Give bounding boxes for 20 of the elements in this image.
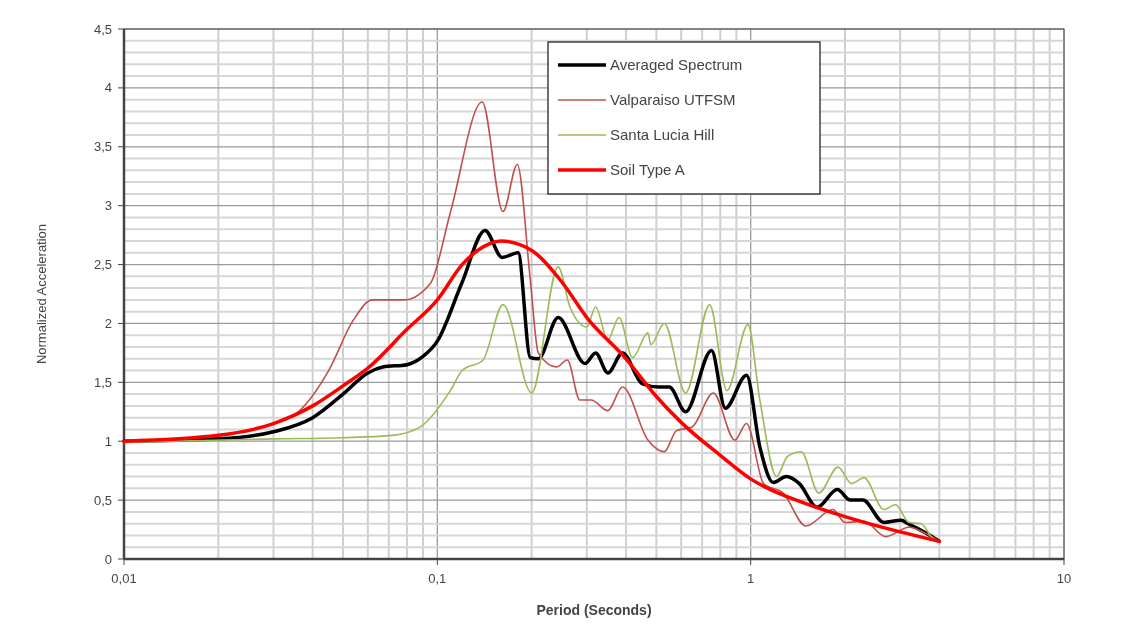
y-tick-label: 2 <box>104 315 112 331</box>
x-tick-label: 0,01 <box>111 571 137 586</box>
y-tick-label: 4,5 <box>93 21 112 37</box>
y-tick-label: 1,5 <box>93 374 112 390</box>
legend-label: Santa Lucia Hill <box>610 126 715 143</box>
legend-label: Soil Type A <box>610 161 685 178</box>
y-tick-label: 0,5 <box>93 492 112 508</box>
x-axis-title: Period (Seconds) <box>536 602 652 618</box>
y-tick-label: 1 <box>104 433 112 449</box>
x-tick-label: 10 <box>1056 571 1072 586</box>
y-tick-label: 2,5 <box>93 257 112 273</box>
y-tick-label: 3,5 <box>93 139 112 155</box>
y-tick-label: 0 <box>104 551 112 567</box>
y-tick-label: 4 <box>104 80 112 96</box>
x-tick-label: 0,1 <box>428 571 447 586</box>
y-tick-label: 3 <box>104 198 112 214</box>
y-axis-title: Normalized Acceleration <box>34 223 49 365</box>
legend-label: Averaged Spectrum <box>610 56 743 73</box>
legend-label: Valparaiso UTFSM <box>610 91 736 108</box>
x-tick-label: 1 <box>747 571 755 586</box>
